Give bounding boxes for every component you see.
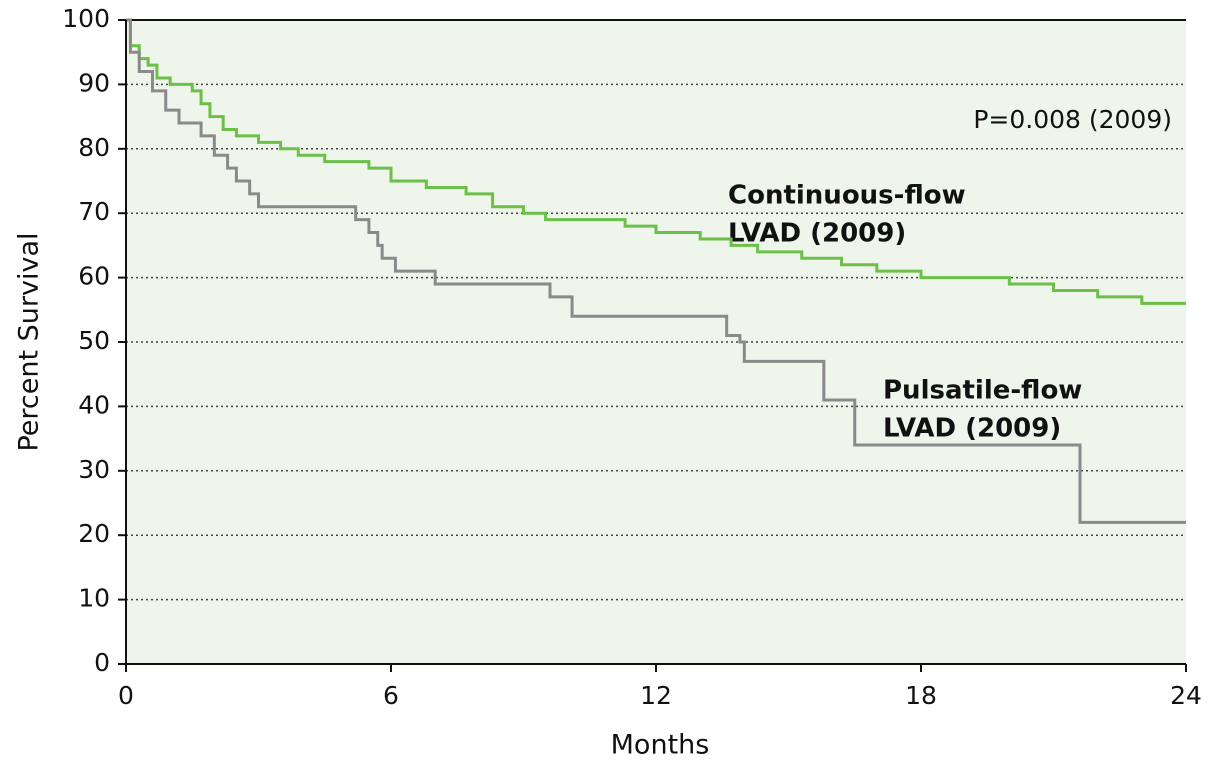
series-label: Continuous-flow [728,181,966,211]
y-tick-label: 80 [78,133,110,162]
annotation: P=0.008 (2009) [973,105,1172,134]
series-label: LVAD (2009) [883,414,1061,444]
y-tick-label: 100 [62,4,110,33]
series-label: Pulsatile-flow [883,376,1082,406]
y-tick-label: 20 [78,519,110,548]
y-tick-label: 0 [94,648,110,677]
y-tick-label: 50 [78,326,110,355]
survival-curve [126,18,1186,524]
survival-curve [126,18,1186,305]
y-tick-label: 60 [78,262,110,291]
x-tick-label: 24 [1170,681,1202,710]
x-tick-label: 6 [383,681,399,710]
y-tick-label: 70 [78,197,110,226]
x-tick-label: 0 [118,681,134,710]
x-tick-label: 12 [640,681,672,710]
y-tick-label: 10 [78,584,110,613]
y-axis-label: Percent Survival [14,232,45,451]
y-tick-label: 40 [78,390,110,419]
x-axis-label: Months [611,730,710,761]
series-label: LVAD (2009) [728,219,906,249]
y-tick-label: 90 [78,68,110,97]
y-tick-label: 30 [78,455,110,484]
x-tick-label: 18 [905,681,937,710]
